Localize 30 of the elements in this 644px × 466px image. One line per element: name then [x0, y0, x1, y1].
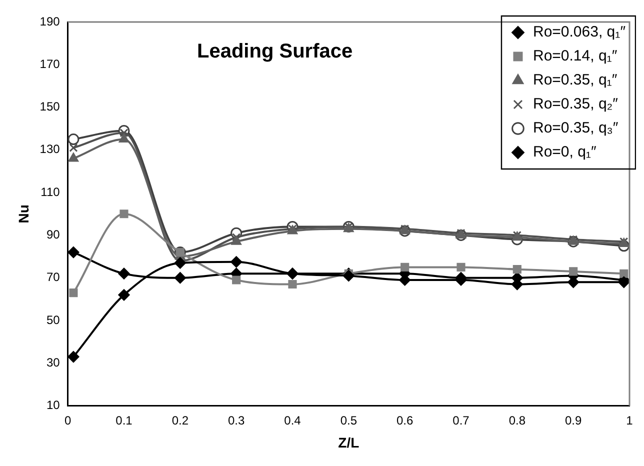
- y-tick-label: 90: [46, 228, 60, 242]
- x-tick-label: 0.8: [508, 413, 526, 428]
- x-tick-label: 0.9: [564, 413, 582, 428]
- x-tick-label: 0.1: [116, 413, 133, 428]
- x-tick-label: 1: [626, 413, 634, 428]
- x-tick-label: 0.2: [172, 413, 189, 428]
- legend-label: Ro=0.35, q₁″: [532, 72, 618, 89]
- x-tick-label: 0: [64, 413, 72, 428]
- y-axis-title: Nu: [15, 204, 32, 224]
- x-tick-label: 0.4: [284, 413, 302, 428]
- legend-label: Ro=0, q₁″: [532, 144, 597, 161]
- y-tick-label: 70: [46, 270, 60, 284]
- legend-label: Ro=0.35, q₂″: [532, 96, 619, 113]
- y-tick-label: 190: [40, 14, 60, 28]
- y-tick-label: 30: [46, 355, 60, 370]
- x-tick-label: 0.5: [340, 413, 358, 428]
- y-tick-label: 150: [40, 100, 60, 114]
- annotation: Leading Surface: [197, 40, 353, 63]
- y-tick-label: 10: [46, 398, 60, 412]
- x-tick-label: 0.6: [396, 413, 414, 428]
- legend-label: Ro=0.14, q₁″: [532, 48, 618, 65]
- x-tick-label: 0.3: [228, 413, 245, 428]
- legend-label: Ro=0.35, q₃″: [532, 120, 619, 137]
- x-axis-title: Z/L: [338, 434, 360, 450]
- y-tick-label: 110: [40, 184, 60, 199]
- y-tick-label: 170: [40, 56, 60, 71]
- legend-label: Ro=0.063, q₁″: [532, 24, 626, 41]
- x-tick-label: 0.7: [452, 413, 470, 428]
- y-tick-label: 130: [40, 142, 60, 156]
- y-tick-label: 50: [46, 312, 60, 327]
